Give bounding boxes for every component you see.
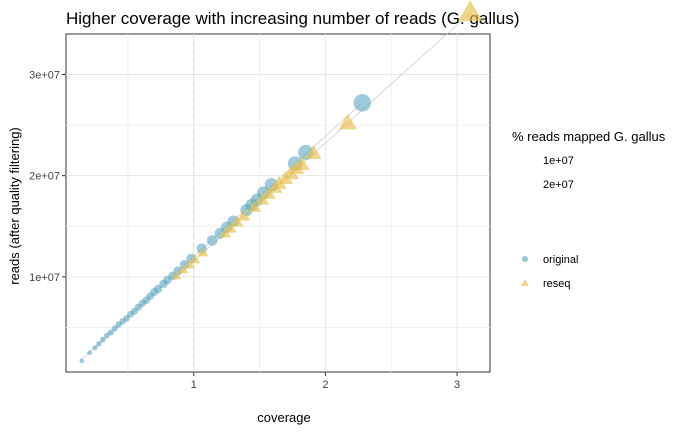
plot-panel	[65, 33, 491, 373]
point-reseq	[305, 144, 322, 160]
axis-ticks: 1 2 3 1e+07 2e+07 3e+07	[29, 69, 460, 391]
legend-key-original	[522, 256, 528, 262]
point-original	[87, 350, 93, 356]
point-original	[79, 358, 85, 364]
point-reseq	[171, 270, 182, 280]
point-reseq	[184, 259, 195, 269]
point-reseq	[237, 209, 251, 221]
size-legend-label-1: 1e+07	[543, 155, 574, 167]
point-original	[353, 94, 372, 112]
y-axis-title: reads (after quality filtering)	[7, 127, 22, 285]
grid-lines	[66, 34, 490, 372]
point-reseq	[247, 200, 262, 212]
point-original	[96, 340, 102, 347]
x-axis-title: coverage	[257, 410, 310, 425]
point-reseq	[189, 254, 201, 264]
point-original	[107, 329, 114, 336]
legend-label-original: original	[543, 254, 578, 266]
chart-title: Higher coverage with increasing number o…	[66, 9, 520, 28]
y-tick-label: 2e+07	[29, 171, 60, 183]
size-legend-label-2: 2e+07	[543, 179, 574, 191]
size-legend-title: % reads mapped G. gallus	[512, 129, 666, 144]
legend-key-reseq	[521, 279, 529, 286]
point-original	[92, 345, 98, 351]
x-tick-label: 1	[191, 379, 197, 391]
point-reseq	[224, 221, 237, 233]
point-original	[111, 325, 118, 332]
point-original	[154, 284, 163, 294]
point-original	[100, 336, 106, 343]
legend-label-reseq: reseq	[543, 278, 571, 290]
point-original	[206, 235, 218, 246]
point-reseq	[230, 215, 244, 227]
point-reseq	[197, 246, 209, 257]
point-reseq	[178, 264, 189, 274]
y-tick-label: 3e+07	[29, 69, 60, 81]
y-tick-label: 1e+07	[29, 272, 60, 284]
data-points	[79, 0, 483, 364]
x-tick-label: 3	[454, 379, 460, 391]
x-tick-label: 2	[322, 379, 328, 391]
point-reseq	[458, 0, 483, 22]
point-reseq	[338, 113, 357, 130]
point-reseq	[293, 156, 310, 171]
